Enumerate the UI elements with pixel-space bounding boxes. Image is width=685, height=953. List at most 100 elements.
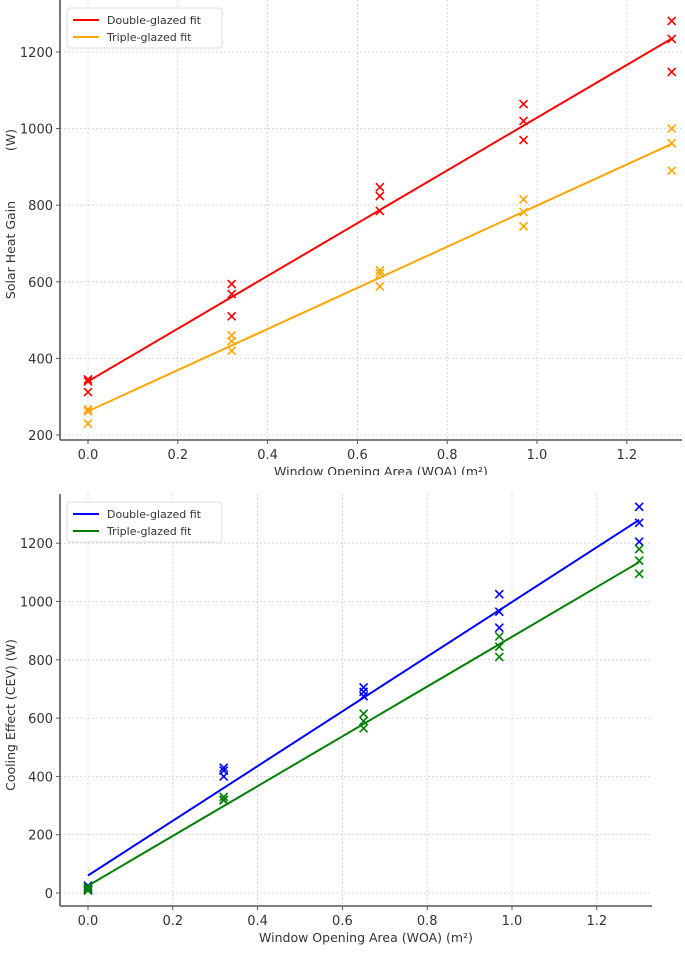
- x-tick-label: 0.6: [347, 448, 368, 463]
- data-point-marker: [375, 206, 385, 216]
- data-point-marker: [359, 716, 369, 726]
- data-point-marker: [494, 589, 504, 599]
- x-tick-label: 0.6: [332, 914, 353, 929]
- y-tick-label: 1000: [20, 596, 53, 611]
- data-point-marker: [83, 418, 93, 429]
- data-point-marker: [375, 182, 385, 192]
- data-point-marker: [518, 116, 529, 126]
- x-axis-label: Window Opening Area (WOA) (m²): [274, 464, 488, 475]
- data-point-marker: [518, 207, 529, 217]
- y-tick-label: 600: [28, 712, 53, 727]
- y-tick-label: 1200: [20, 537, 53, 552]
- data-point-marker: [83, 884, 93, 895]
- data-point-marker: [634, 502, 644, 512]
- data-point-marker: [219, 792, 229, 802]
- data-point-marker: [634, 537, 644, 547]
- data-point-marker: [359, 691, 369, 701]
- x-axis-label: Window Opening Area (WOA) (m²): [259, 930, 473, 945]
- data-point-marker: [227, 311, 237, 321]
- y-tick-label: 0: [45, 887, 53, 902]
- x-tick-label: 1.2: [616, 448, 637, 463]
- x-tick-label: 0.2: [167, 448, 188, 463]
- x-tick-label: 0.4: [247, 914, 268, 929]
- data-point-marker: [83, 376, 93, 386]
- legend-box: [66, 501, 223, 543]
- grid: [60, 494, 652, 906]
- data-point-marker: [634, 544, 644, 554]
- cooling-effect-chart: 0.0 0.2 0.4 0.6 0.8 1.0 1.2 0 200 400 600 800 1000 12…: [0, 482, 685, 949]
- legend: Double-glazed fit Triple-glazed fit: [66, 501, 223, 543]
- y-tick-label: 1200: [20, 46, 53, 61]
- y-tick-label: 400: [28, 352, 53, 367]
- y-axis-label: Cooling Effect (CEV) (W): [3, 639, 18, 791]
- legend-label: Triple-glazed fit: [106, 525, 192, 538]
- x-tick-label: 0.0: [78, 448, 99, 463]
- y-tick-label: 1000: [20, 123, 53, 138]
- data-point-marker: [667, 166, 677, 176]
- y-tick-label: 400: [28, 770, 53, 785]
- solar-heat-gain-chart: 0.0 0.2 0.4 0.6 0.8 1.0 1.2 200 400 600 800 1000 120…: [0, 0, 685, 479]
- data-point-marker: [359, 687, 369, 697]
- data-point-marker: [667, 124, 677, 134]
- data-point-marker: [667, 138, 677, 148]
- data-point-marker: [667, 34, 677, 44]
- data-point-marker: [634, 518, 644, 528]
- data-point-marker: [634, 569, 644, 579]
- y-tick-label: 600: [28, 276, 53, 291]
- data-point-marker: [227, 289, 237, 299]
- x-tick-label: 0.8: [417, 914, 438, 929]
- data-point-marker: [359, 709, 369, 719]
- y-tick-label: 200: [28, 429, 53, 444]
- series-triple-glazed: [83, 124, 677, 429]
- data-point-marker: [494, 642, 504, 652]
- data-point-marker: [359, 723, 369, 733]
- series-double-glazed: [83, 16, 677, 397]
- x-tick-label: 1.2: [586, 914, 607, 929]
- x-tick-label: 0.4: [257, 448, 278, 463]
- y-tick-label: 800: [28, 199, 53, 214]
- data-point-marker: [83, 882, 93, 892]
- data-point-marker: [227, 279, 237, 289]
- data-point-marker: [359, 682, 369, 693]
- grid: [60, 0, 682, 440]
- data-point-marker: [518, 194, 529, 205]
- data-point-marker: [83, 374, 93, 385]
- data-point-marker: [667, 67, 677, 77]
- data-point-marker: [83, 406, 93, 416]
- solar-heat-gain-plot: 0.0 0.2 0.4 0.6 0.8 1.0 1.2 200 400 600 800 1000 120…: [3, 0, 682, 479]
- data-point-marker: [219, 763, 229, 773]
- x-tick-label: 0.2: [162, 914, 183, 929]
- data-point-marker: [518, 135, 529, 145]
- fit-line: [87, 143, 673, 413]
- data-point-marker: [219, 771, 229, 781]
- data-point-marker: [494, 631, 504, 642]
- legend: Double-glazed fit Triple-glazed fit: [66, 7, 223, 49]
- fit-line: [87, 519, 640, 877]
- data-point-marker: [227, 346, 237, 356]
- series-triple-glazed: [83, 544, 644, 896]
- data-point-marker: [494, 652, 504, 662]
- x-tick-label: 0.0: [78, 914, 99, 929]
- data-point-marker: [634, 556, 644, 566]
- fit-line: [87, 561, 640, 887]
- y-tick-label: 800: [28, 654, 53, 669]
- legend-label: Double-glazed fit: [107, 508, 202, 521]
- y-tick-label: 200: [28, 829, 53, 844]
- x-tick-label: 1.0: [527, 448, 548, 463]
- data-point-marker: [518, 99, 529, 109]
- y-axis-label: Solar Heat Gain: [3, 201, 18, 299]
- data-point-marker: [494, 623, 504, 633]
- x-tick-label: 1.0: [502, 914, 523, 929]
- series-double-glazed: [83, 502, 644, 895]
- data-point-marker: [494, 607, 504, 617]
- cooling-effect-plot: 0.0 0.2 0.4 0.6 0.8 1.0 1.2 0 200 400 600 800 1000 12…: [3, 494, 652, 945]
- data-point-marker: [83, 886, 93, 896]
- data-point-marker: [375, 281, 385, 291]
- data-point-marker: [83, 404, 93, 414]
- y-axis-label-unit: (W): [3, 129, 18, 151]
- data-point-marker: [375, 191, 385, 201]
- legend-label: Triple-glazed fit: [106, 31, 192, 44]
- data-point-marker: [227, 336, 237, 346]
- data-point-marker: [518, 221, 529, 231]
- legend-box: [66, 7, 223, 49]
